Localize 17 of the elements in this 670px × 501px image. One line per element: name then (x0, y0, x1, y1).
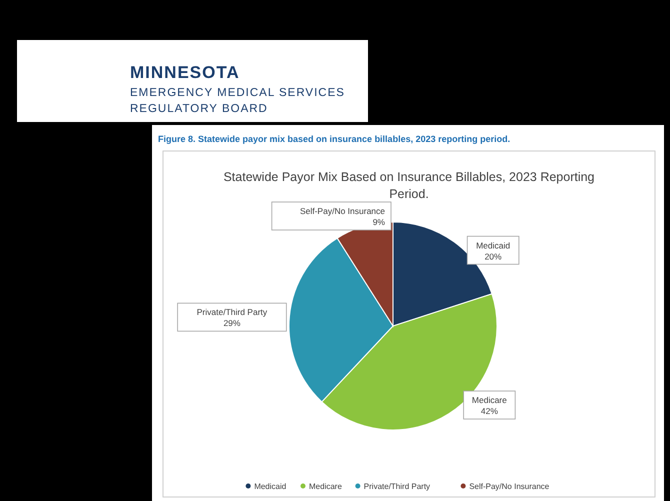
slice-label: Medicaid (476, 240, 510, 250)
text: REGULATORY BOARD (130, 103, 268, 115)
data-label: 20% (484, 251, 502, 262)
data-label: 42% (480, 406, 498, 416)
legend-label: Medicare (309, 482, 342, 491)
caption: Figure 8. Statewide payor mix based on insurance billables, 2023 reporting period. (158, 134, 510, 144)
slice-label: Self-Pay/No Insurance (300, 206, 386, 216)
text: EMERGENCY MEDICAL SERVICES (130, 87, 345, 99)
data-label: 9% (372, 217, 386, 227)
legend-label: Medicaid (254, 482, 286, 491)
data-label: 29% (223, 318, 241, 328)
text: MINNESOTA (130, 63, 240, 82)
legend-label: Private/Third Party (364, 482, 430, 491)
slice-label: Private/Third Party (196, 307, 268, 318)
legend-label: Self-Pay/No Insurance (469, 482, 550, 491)
chart-title: Statewide Payor Mix Based on Insurance Billables, 2023 Reporting Period. (223, 170, 595, 201)
slice-label: Medicare (472, 395, 508, 406)
